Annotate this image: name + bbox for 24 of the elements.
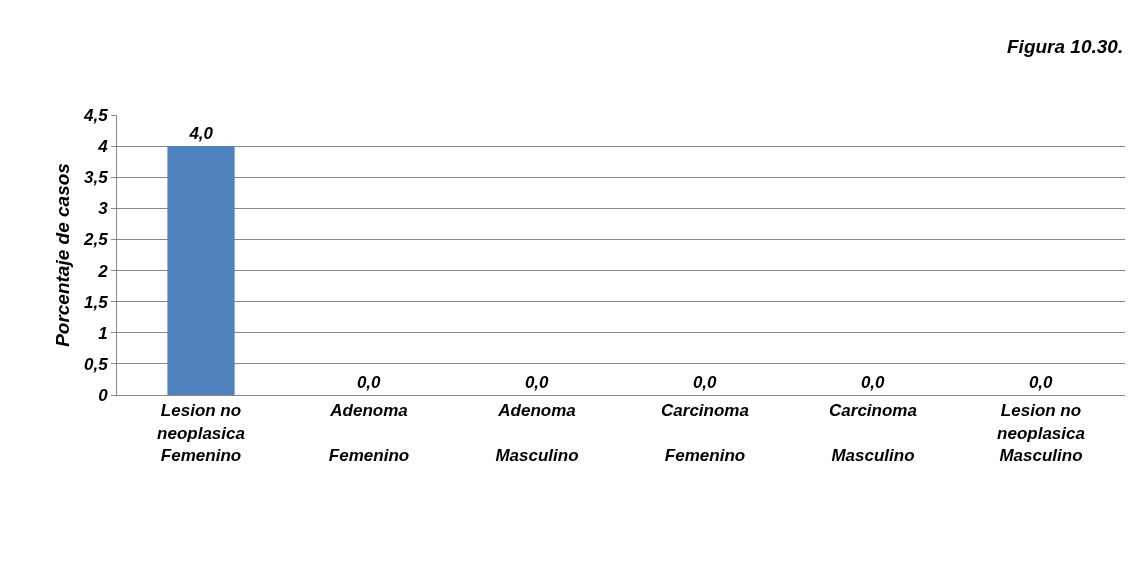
x-tick-label: Lesion no neoplasica Femenino [157, 401, 245, 465]
category-label: Adenoma Masculino [495, 401, 579, 465]
category-label: Carcinoma Masculino [829, 401, 917, 465]
y-tick-label: 1,5 [83, 292, 109, 312]
y-tick-label: 3 [98, 199, 109, 219]
y-axis-title: Porcentaje de casos [51, 163, 73, 347]
y-tick-label: 3,5 [83, 168, 109, 188]
data-label: 0,0 [1028, 373, 1054, 392]
category-label: Carcinoma Femenino [661, 401, 749, 465]
y-tick-label: 4 [97, 137, 109, 157]
x-tick-label: Lesion no neoplasica Masculino [997, 401, 1085, 465]
y-tick-label: 2 [97, 261, 109, 281]
data-label: 0,0 [356, 373, 382, 392]
y-tick-label: 0,5 [83, 354, 109, 374]
y-tick-label: 2,5 [82, 230, 109, 250]
data-label: 4,0 [188, 124, 214, 144]
data-label: 0,0 [524, 373, 550, 392]
y-tick-label: 1 [98, 323, 108, 343]
data-label: 0,0 [860, 373, 886, 392]
data-label: 0,0 [692, 373, 718, 392]
chart-title: Figura 10.30. [1007, 36, 1124, 57]
category-label: Adenoma Femenino [328, 401, 410, 465]
y-tick-label: 0 [98, 385, 109, 405]
y-tick-label: 4,5 [82, 105, 109, 125]
